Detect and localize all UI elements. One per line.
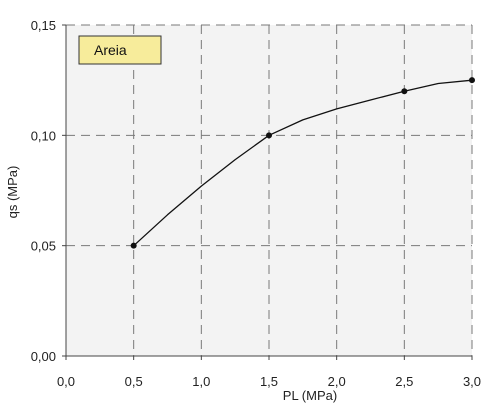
x-axis-title: PL (MPa): [283, 388, 337, 403]
y-tick-label: 0,05: [31, 239, 56, 254]
data-point: [469, 77, 475, 84]
y-axis-title: qs (MPa): [5, 166, 20, 219]
axes: [62, 24, 473, 360]
data-point: [401, 88, 408, 95]
legend-box: [78, 35, 162, 65]
x-tick-label: 2,5: [395, 374, 413, 389]
x-tick-label: 2,0: [328, 374, 346, 389]
x-tick-label: 0,0: [57, 374, 75, 389]
x-tick-label: 1,0: [192, 374, 210, 389]
series-line: [133, 79, 473, 247]
series-layer: [130, 77, 475, 249]
legend: Areia: [78, 35, 162, 65]
x-tick-label: 1,5: [260, 374, 278, 389]
x-tick-labels: 0,0 0,5 1,0 1,5 2,0 2,5 3,0: [57, 374, 481, 389]
y-tick-label: 0,10: [31, 128, 56, 143]
x-tick-label: 0,5: [125, 374, 143, 389]
y-tick-label: 0,15: [31, 18, 56, 33]
x-tick-label: 3,0: [463, 374, 481, 389]
data-point: [266, 132, 272, 139]
y-tick-label: 0,00: [31, 349, 56, 364]
data-point: [130, 242, 137, 249]
legend-label: Areia: [94, 42, 127, 58]
y-tick-labels: 0,00 0,05 0,10 0,15: [31, 18, 56, 364]
